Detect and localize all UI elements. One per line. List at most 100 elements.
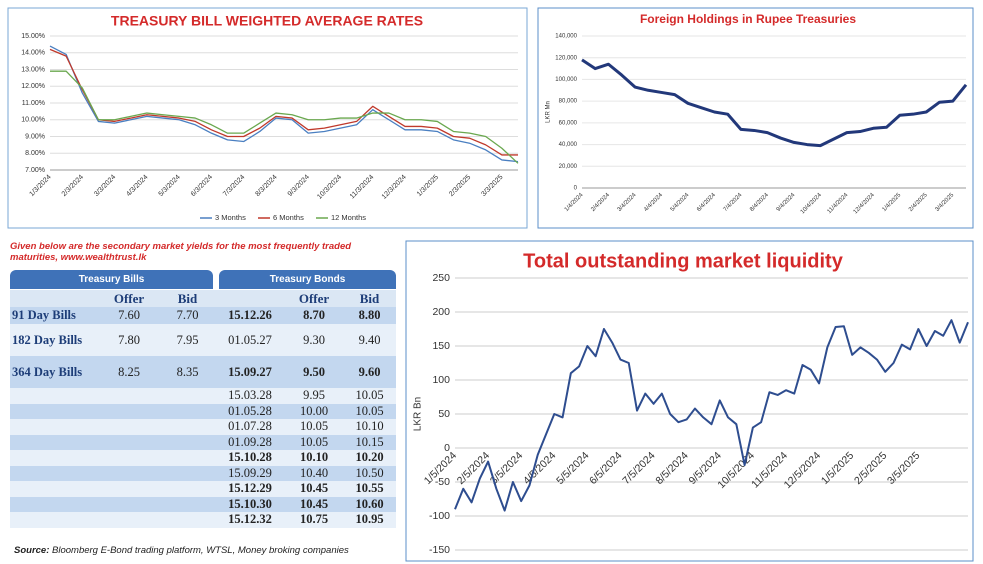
y-tick-label: 20,000 <box>559 164 578 170</box>
table-row: 15.10.30 10.45 10.60 <box>10 496 396 512</box>
cell: 15.12.26 <box>228 308 272 322</box>
column-header: Offer <box>298 291 330 306</box>
y-tick-label: 8.00% <box>25 150 45 157</box>
cell: 9.40 <box>358 332 381 347</box>
y-axis-label: LKR Mn <box>546 101 552 123</box>
y-tick-label: 0 <box>444 442 450 454</box>
cell: 10.40 <box>299 465 329 480</box>
cell: 8.70 <box>303 308 325 322</box>
y-tick-label: 100,000 <box>555 77 577 83</box>
cell: 10.05 <box>299 434 329 449</box>
cell: 10.60 <box>355 496 384 511</box>
cell: 15.09.27 <box>228 364 272 379</box>
column-header-row: Offer Bid Offer Bid <box>10 290 396 307</box>
cell: 10.10 <box>355 419 384 434</box>
cell: 7.60 <box>118 308 140 322</box>
cell: 15.10.28 <box>228 450 272 465</box>
y-tick-label: -100 <box>429 510 450 522</box>
cell: 182 Day Bills <box>12 332 83 347</box>
cell: 8.25 <box>118 364 140 379</box>
cell: 364 Day Bills <box>12 364 83 379</box>
cell: 15.12.32 <box>228 512 272 527</box>
table-row: 01.07.28 10.05 10.10 <box>10 419 396 435</box>
y-tick-label: 50 <box>438 408 450 420</box>
y-tick-label: 150 <box>432 340 450 352</box>
cell: 10.55 <box>355 481 384 496</box>
y-tick-label: 60,000 <box>559 120 578 126</box>
y-tick-label: 40,000 <box>559 142 578 148</box>
legend-label: 12 Months <box>331 213 366 222</box>
cell: 01.07.28 <box>228 419 272 434</box>
chart-title: Foreign Holdings in Rupee Treasuries <box>640 12 856 26</box>
cell: 10.15 <box>355 434 384 449</box>
cell: 10.45 <box>299 496 329 511</box>
cell: 15.10.30 <box>228 496 272 511</box>
table-row: 15.03.28 9.95 10.05 <box>10 388 396 404</box>
header: Treasury Bills <box>10 270 213 289</box>
line <box>581 58 968 148</box>
note: Given below are the secondary market yie… <box>10 241 352 263</box>
y-tick-label: 250 <box>432 272 450 284</box>
line <box>49 48 518 156</box>
cell: 9.50 <box>303 364 325 379</box>
column-header: Bid <box>177 291 198 306</box>
table-row: 15.10.28 10.10 10.20 <box>10 450 396 466</box>
y-tick-label: 100 <box>432 374 450 386</box>
y-tick-label: 10.00% <box>21 117 45 124</box>
line <box>50 70 519 164</box>
table-row: 91 Day Bills 7.60 7.70 15.12.26 8.70 8.80 <box>10 307 396 324</box>
table-row: 01.05.28 10.00 10.05 <box>10 403 396 419</box>
cell: 9.60 <box>358 364 381 379</box>
cell: 8.35 <box>176 364 199 379</box>
cell: 10.50 <box>355 465 384 480</box>
source-text: Bloomberg E-Bond trading platform, WTSL,… <box>52 545 349 556</box>
cell: 7.95 <box>176 332 199 347</box>
cell: 7.70 <box>176 308 199 322</box>
yield-table: Given below are the secondary market yie… <box>10 241 396 562</box>
cell: 10.10 <box>299 450 329 465</box>
chart-title: TREASURY BILL WEIGHTED AVERAGE RATES <box>111 13 423 29</box>
table-body: Offer Bid Offer Bid 91 Day Bills 7.60 7.70… <box>10 290 396 528</box>
cell: 10.45 <box>299 481 329 496</box>
source-label: Source: <box>14 545 50 556</box>
y-axis-label: LKR Bn <box>413 397 424 431</box>
y-tick-label: 7.00% <box>25 167 45 174</box>
legend-label: 3 Months <box>215 213 246 222</box>
cell: 10.00 <box>299 403 329 418</box>
y-tick-label: 11.00% <box>22 100 45 107</box>
table-row: 182 Day Bills 7.80 7.95 01.05.27 9.30 9.40 <box>10 324 396 356</box>
y-tick-label: 0 <box>574 186 578 192</box>
cell: 15.09.29 <box>228 465 272 480</box>
y-tick-label: 200 <box>432 306 450 318</box>
table-row: 15.12.32 10.75 10.95 <box>10 512 396 528</box>
column-header: Offer <box>113 291 145 306</box>
cell: 01.05.28 <box>228 403 272 418</box>
cell: 01.05.27 <box>228 332 272 347</box>
y-tick-label: -150 <box>429 544 450 556</box>
panel <box>405 240 974 562</box>
cell: 7.80 <box>118 332 140 347</box>
y-tick-label: 12.00% <box>21 83 45 90</box>
cell: 10.05 <box>355 388 384 403</box>
cell: 8.80 <box>358 308 381 322</box>
cell: 10.20 <box>355 450 384 465</box>
y-tick-label: 80,000 <box>559 99 578 105</box>
table-row: 364 Day Bills 8.25 8.35 15.09.27 9.50 9.60 <box>10 356 396 388</box>
cell: 9.30 <box>303 332 325 347</box>
cell: 9.95 <box>303 388 325 403</box>
cell: 15.12.29 <box>228 481 272 496</box>
table-row: 15.09.29 10.40 10.50 <box>10 465 396 481</box>
cell: 15.03.28 <box>228 388 272 403</box>
cell: 10.95 <box>355 512 384 527</box>
table-row: 15.12.29 10.45 10.55 <box>10 481 396 497</box>
header: Treasury Bonds <box>219 270 396 289</box>
cell: 10.05 <box>299 419 329 434</box>
line <box>49 45 519 163</box>
cell: 10.05 <box>355 403 384 418</box>
column-header: Bid <box>359 291 380 306</box>
y-tick-label: -50 <box>435 476 450 488</box>
y-tick-label: 120,000 <box>555 55 577 61</box>
line <box>454 319 969 512</box>
